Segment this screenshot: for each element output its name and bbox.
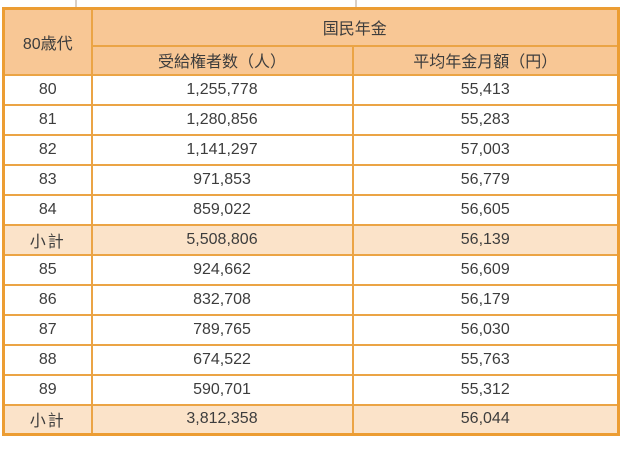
- avg-monthly-cell: 56,044: [351, 403, 620, 436]
- age-cell: 81: [2, 103, 93, 136]
- table-row-age-84: 84 859,022 56,605: [2, 193, 620, 226]
- age-cell: 82: [2, 133, 93, 166]
- col-header-avg-monthly: 平均年金月額（円）: [351, 44, 620, 76]
- table-row-age-86: 86 832,708 56,179: [2, 283, 620, 316]
- recipients-cell: 859,022: [90, 193, 354, 226]
- avg-monthly-cell: 55,283: [351, 103, 620, 136]
- table-row-age-85: 85 924,662 56,609: [2, 253, 620, 286]
- age-cell: 87: [2, 313, 93, 346]
- recipients-cell: 3,812,358: [90, 403, 354, 436]
- subtotal-label-cell: 小計: [2, 223, 93, 256]
- age-cell: 88: [2, 343, 93, 376]
- recipients-cell: 924,662: [90, 253, 354, 286]
- table-row-age-87: 87 789,765 56,030: [2, 313, 620, 346]
- age-cell: 80: [2, 73, 93, 106]
- cropped-gridline-artifact: [355, 0, 357, 7]
- avg-monthly-cell: 56,179: [351, 283, 620, 316]
- avg-monthly-cell: 56,139: [351, 223, 620, 256]
- avg-monthly-cell: 55,413: [351, 73, 620, 106]
- age-cell: 83: [2, 163, 93, 196]
- avg-monthly-cell: 57,003: [351, 133, 620, 166]
- age-cell: 89: [2, 373, 93, 406]
- group-header-kokumin-nenkin: 国民年金: [90, 7, 620, 47]
- table-row-age-80: 80 1,255,778 55,413: [2, 73, 620, 106]
- recipients-cell: 1,141,297: [90, 133, 354, 166]
- age-group-corner-header: 80歳代: [2, 7, 93, 76]
- age-cell: 84: [2, 193, 93, 226]
- table-row-subtotal-85-89: 小計 3,812,358 56,044: [2, 403, 620, 436]
- table-row-age-81: 81 1,280,856 55,283: [2, 103, 620, 136]
- subtotal-label-cell: 小計: [2, 403, 93, 436]
- table-row-age-83: 83 971,853 56,779: [2, 163, 620, 196]
- avg-monthly-cell: 56,030: [351, 313, 620, 346]
- avg-monthly-cell: 55,763: [351, 343, 620, 376]
- table-row-age-89: 89 590,701 55,312: [2, 373, 620, 406]
- recipients-cell: 789,765: [90, 313, 354, 346]
- age-cell: 86: [2, 283, 93, 316]
- col-header-recipients: 受給権者数（人）: [90, 44, 354, 76]
- table-row-subtotal-80-84: 小計 5,508,806 56,139: [2, 223, 620, 256]
- avg-monthly-cell: 56,779: [351, 163, 620, 196]
- table-row-age-88: 88 674,522 55,763: [2, 343, 620, 376]
- recipients-cell: 1,255,778: [90, 73, 354, 106]
- recipients-cell: 832,708: [90, 283, 354, 316]
- table-row-age-82: 82 1,141,297 57,003: [2, 133, 620, 166]
- avg-monthly-cell: 56,605: [351, 193, 620, 226]
- recipients-cell: 971,853: [90, 163, 354, 196]
- cropped-gridline-artifact: [75, 0, 77, 7]
- recipients-cell: 5,508,806: [90, 223, 354, 256]
- recipients-cell: 674,522: [90, 343, 354, 376]
- recipients-cell: 1,280,856: [90, 103, 354, 136]
- avg-monthly-cell: 56,609: [351, 253, 620, 286]
- national-pension-table: 80歳代 国民年金 受給権者数（人） 平均年金月額（円） 80 1,255,77…: [2, 7, 621, 436]
- recipients-cell: 590,701: [90, 373, 354, 406]
- age-cell: 85: [2, 253, 93, 286]
- avg-monthly-cell: 55,312: [351, 373, 620, 406]
